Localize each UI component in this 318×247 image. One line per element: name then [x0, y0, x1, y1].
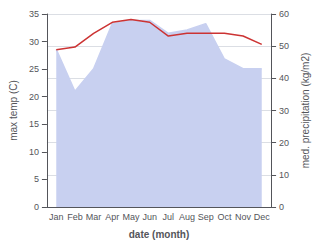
- svg-text:0: 0: [34, 202, 39, 212]
- svg-text:0: 0: [279, 202, 284, 212]
- svg-text:max temp (C): max temp (C): [8, 80, 19, 141]
- svg-text:Aug: Aug: [179, 212, 195, 222]
- svg-text:Jan: Jan: [49, 212, 64, 222]
- svg-text:Sep: Sep: [198, 212, 214, 222]
- svg-text:20: 20: [279, 138, 289, 148]
- svg-text:Jul: Jul: [163, 212, 175, 222]
- svg-text:40: 40: [279, 73, 289, 83]
- svg-text:50: 50: [279, 41, 289, 51]
- svg-text:10: 10: [279, 170, 289, 180]
- svg-text:30: 30: [279, 106, 289, 116]
- svg-text:30: 30: [29, 37, 39, 47]
- svg-text:Dec: Dec: [254, 212, 271, 222]
- svg-text:10: 10: [29, 147, 39, 157]
- svg-text:date (month): date (month): [129, 229, 190, 240]
- svg-text:Jun: Jun: [142, 212, 157, 222]
- svg-text:Apr: Apr: [105, 212, 119, 222]
- svg-text:5: 5: [34, 174, 39, 184]
- svg-text:med. precipitation (kg/m2): med. precipitation (kg/m2): [300, 53, 311, 169]
- svg-text:Oct: Oct: [217, 212, 232, 222]
- svg-text:25: 25: [29, 64, 39, 74]
- svg-text:35: 35: [29, 9, 39, 19]
- svg-text:May: May: [122, 212, 140, 222]
- svg-text:20: 20: [29, 92, 39, 102]
- svg-text:Nov: Nov: [235, 212, 252, 222]
- svg-text:Feb: Feb: [67, 212, 83, 222]
- svg-text:Mar: Mar: [86, 212, 102, 222]
- svg-text:15: 15: [29, 119, 39, 129]
- svg-text:60: 60: [279, 9, 289, 19]
